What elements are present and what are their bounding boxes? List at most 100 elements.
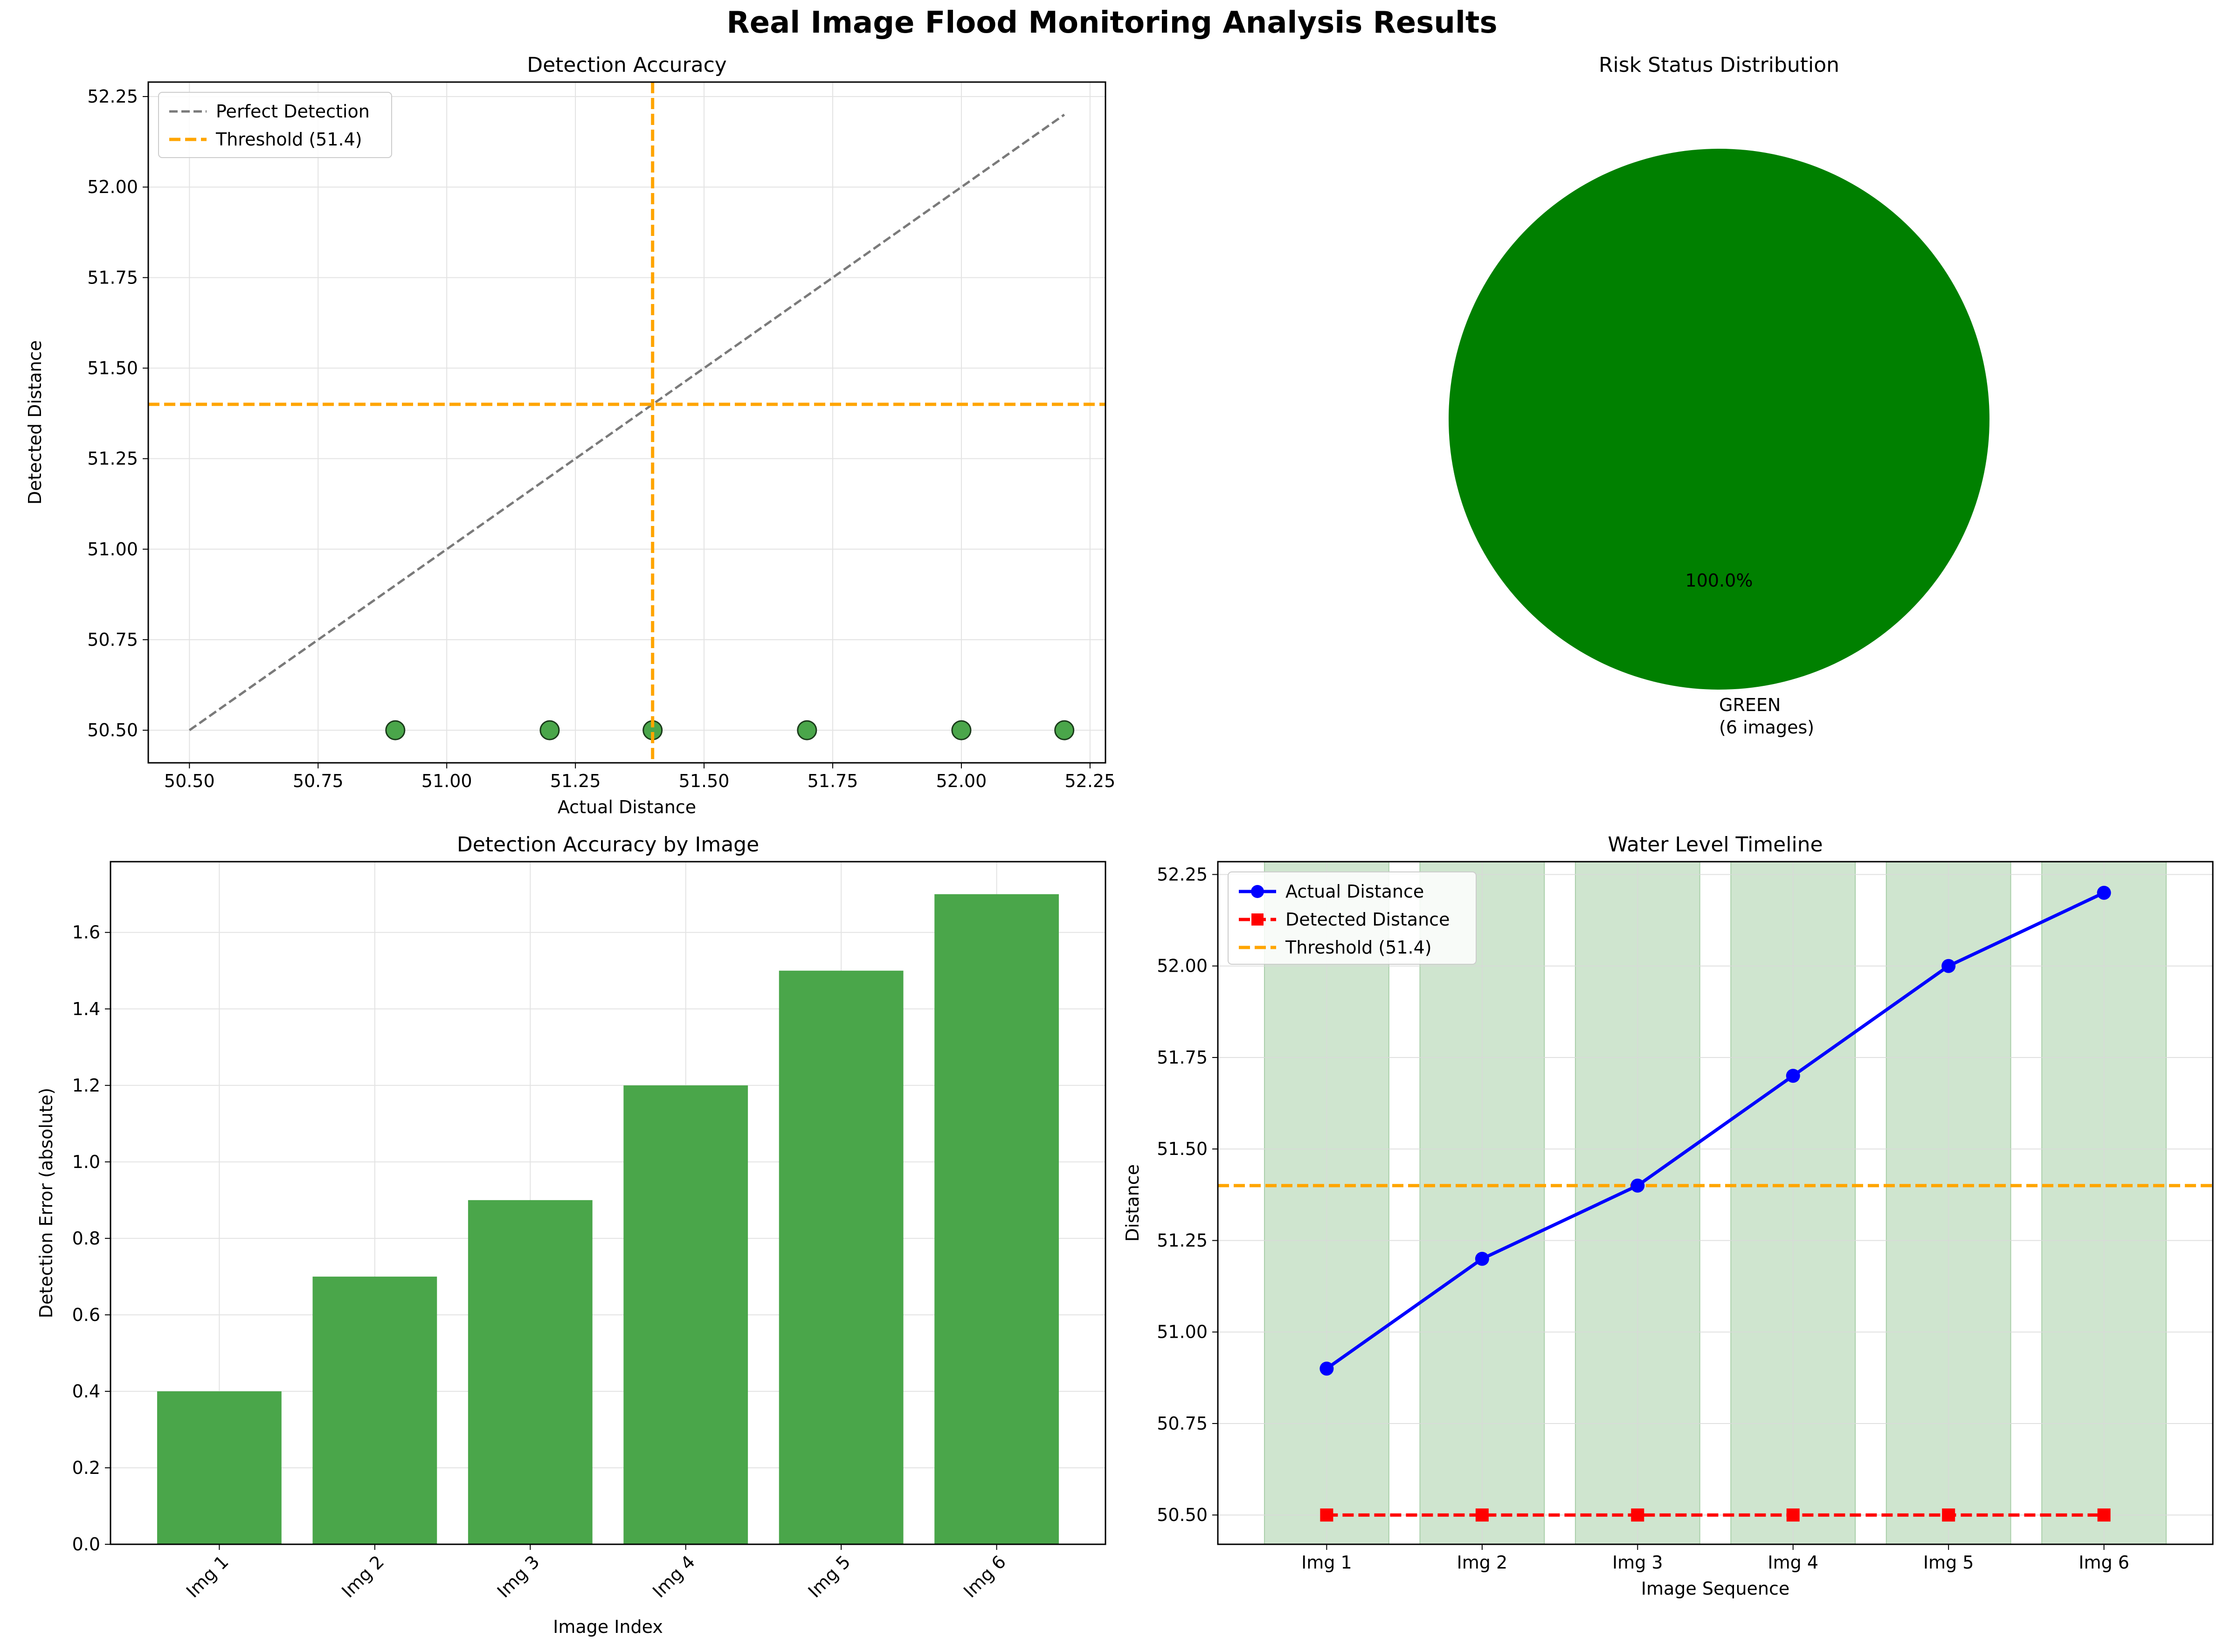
series-point	[1475, 1508, 1489, 1522]
bar	[157, 1391, 282, 1544]
x-axis-label: Image Sequence	[1641, 1578, 1790, 1599]
y-tick-label: 1.2	[72, 1075, 100, 1096]
legend-label: Actual Distance	[1285, 881, 1424, 902]
series-point	[1786, 1508, 1800, 1522]
x-tick-label: Img 6	[960, 1551, 1010, 1602]
line-panel: 50.50 50.75 51.00 51.25 51.50 51.75 52.00 52.25…	[1122, 833, 2213, 1599]
y-tick-label: 50.50	[87, 720, 138, 740]
y-tick-label: 0.0	[72, 1534, 100, 1555]
series-point	[1630, 1178, 1645, 1193]
series-point	[2097, 1508, 2111, 1522]
x-tick-label: Img 1	[182, 1551, 233, 1602]
x-tick-label: Img 4	[1768, 1552, 1818, 1573]
y-tick-label: 51.00	[1157, 1322, 1208, 1342]
x-axis-label: Image Index	[553, 1617, 663, 1637]
x-tick-label: 52.00	[936, 771, 987, 791]
legend-label: Detected Distance	[1285, 909, 1450, 930]
y-tick-label: 0.4	[72, 1381, 100, 1402]
series-point	[1942, 1508, 1955, 1522]
legend-box	[158, 92, 392, 158]
bar	[312, 1276, 437, 1544]
series-point	[1786, 1069, 1800, 1083]
x-tick-label: 51.00	[421, 771, 472, 791]
y-tick-label: 52.00	[87, 177, 138, 197]
y-tick-label: 51.00	[87, 539, 138, 560]
x-tick-label: Img 3	[1612, 1552, 1663, 1573]
bar	[934, 894, 1059, 1544]
y-tick-label: 52.00	[1157, 956, 1208, 976]
pie-slice-label: (6 images)	[1719, 717, 1814, 738]
x-tick-label: Img 2	[1457, 1552, 1508, 1573]
x-tick-label: 52.25	[1064, 771, 1115, 791]
legend-marker	[1251, 913, 1264, 926]
scatter-point	[1054, 720, 1075, 740]
y-tick-label: 0.2	[72, 1458, 100, 1478]
x-tick-label: 50.50	[164, 771, 215, 791]
scatter-point	[797, 720, 817, 740]
x-tick-label: Img 5	[1923, 1552, 1974, 1573]
scatter-panel: 50.50 50.75 51.00 51.25 51.50 51.75 52.00 52.25…	[25, 53, 1115, 817]
bar	[623, 1085, 748, 1544]
y-axis-label: Distance	[1122, 1164, 1143, 1242]
legend: Actual Distance Detected Distance Threshol…	[1228, 871, 1477, 965]
x-tick-label: 51.50	[679, 771, 730, 791]
pie-slice	[1449, 149, 1989, 690]
y-tick-label: 51.75	[87, 267, 138, 288]
series-point	[1631, 1508, 1644, 1522]
series-point	[1941, 959, 1956, 973]
y-axis-label: Detected Distance	[25, 340, 45, 505]
y-tick-label: 50.50	[1157, 1505, 1208, 1525]
x-tick-label: Img 4	[649, 1551, 699, 1602]
figure-title: Real Image Flood Monitoring Analysis Res…	[726, 6, 1498, 40]
y-tick-label: 52.25	[1157, 864, 1208, 885]
pie-panel: Risk Status Distribution 100.0% GREEN(6 im…	[1449, 53, 1989, 738]
bar	[779, 970, 904, 1544]
y-tick-label: 1.6	[72, 922, 100, 943]
x-tick-label: Img 1	[1301, 1552, 1352, 1573]
chart-title: Detection Accuracy	[527, 53, 727, 77]
series-point	[1319, 1362, 1334, 1376]
y-tick-label: 0.8	[72, 1228, 100, 1249]
y-tick-label: 50.75	[1157, 1413, 1208, 1434]
y-tick-label: 52.25	[87, 86, 138, 107]
scatter-point	[539, 720, 560, 740]
x-tick-label: Img 2	[338, 1551, 388, 1602]
scatter-axes-frame	[147, 81, 1106, 764]
series-line	[1326, 891, 2105, 1370]
bar-panel: 0.0 0.2 0.4 0.6 0.8 1.0 1.2 1.4 1.6 Img 1 Img 2 Img…	[36, 833, 1105, 1637]
x-tick-label: 51.75	[808, 771, 858, 791]
x-tick-label: 51.25	[550, 771, 601, 791]
chart-title: Risk Status Distribution	[1599, 53, 1839, 77]
x-tick-label: Img 3	[493, 1551, 544, 1602]
y-tick-label: 0.6	[72, 1305, 100, 1325]
scatter-point	[385, 720, 406, 740]
series-point	[1475, 1251, 1489, 1266]
y-tick-label: 51.50	[1157, 1139, 1208, 1159]
y-tick-label: 1.0	[72, 1152, 100, 1172]
pie-slice-label: GREEN	[1719, 695, 1781, 715]
x-tick-label: Img 6	[2079, 1552, 2129, 1573]
y-axis-label: Detection Error (absolute)	[36, 1088, 56, 1318]
line-axes-frame	[1217, 861, 2214, 1545]
y-tick-label: 51.25	[1157, 1230, 1208, 1251]
legend-label: Perfect Detection	[216, 101, 370, 122]
y-tick-label: 51.75	[1157, 1047, 1208, 1068]
y-tick-label: 1.4	[72, 999, 100, 1019]
chart-title: Water Level Timeline	[1608, 833, 1823, 857]
perfect-detection-line	[188, 113, 1065, 732]
x-axis-label: Actual Distance	[558, 797, 696, 817]
y-tick-label: 50.75	[87, 629, 138, 650]
legend-box	[1228, 871, 1477, 965]
chart-title: Detection Accuracy by Image	[457, 833, 759, 857]
y-tick-label: 51.50	[87, 358, 138, 379]
bar	[468, 1200, 593, 1544]
series-point	[2097, 885, 2111, 900]
legend-label: Threshold (51.4)	[215, 129, 362, 150]
pie-pct-label: 100.0%	[1685, 570, 1753, 591]
scatter-point	[951, 720, 972, 740]
legend: Perfect Detection Threshold (51.4)	[158, 92, 392, 158]
legend-label: Threshold (51.4)	[1285, 937, 1432, 958]
bar-axes-frame	[110, 861, 1106, 1545]
series-point	[1320, 1508, 1333, 1522]
